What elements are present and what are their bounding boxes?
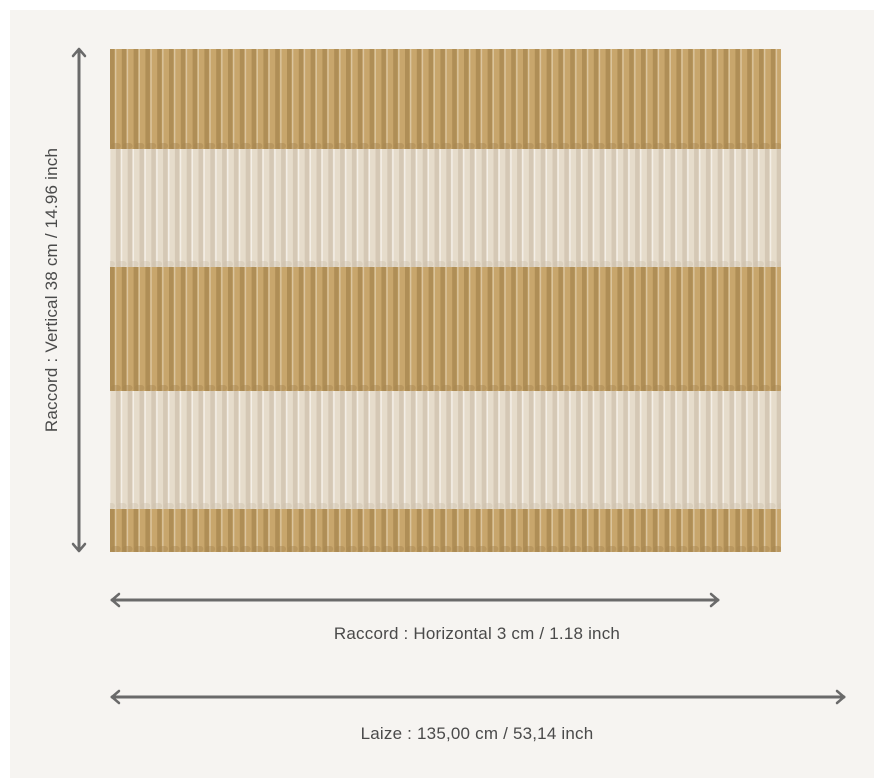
horizontal-repeat-arrow [110, 592, 720, 608]
horizontal-repeat-label: Raccord : Horizontal 3 cm / 1.18 inch [333, 624, 621, 643]
vertical-repeat-arrow [71, 47, 87, 553]
width-arrow [110, 689, 846, 705]
vertical-repeat-label: Raccord : Vertical 38 cm / 14.96 inch [42, 147, 61, 433]
width-label: Laize : 135,00 cm / 53,14 inch [360, 724, 594, 743]
fabric-swatch-image [110, 49, 781, 552]
